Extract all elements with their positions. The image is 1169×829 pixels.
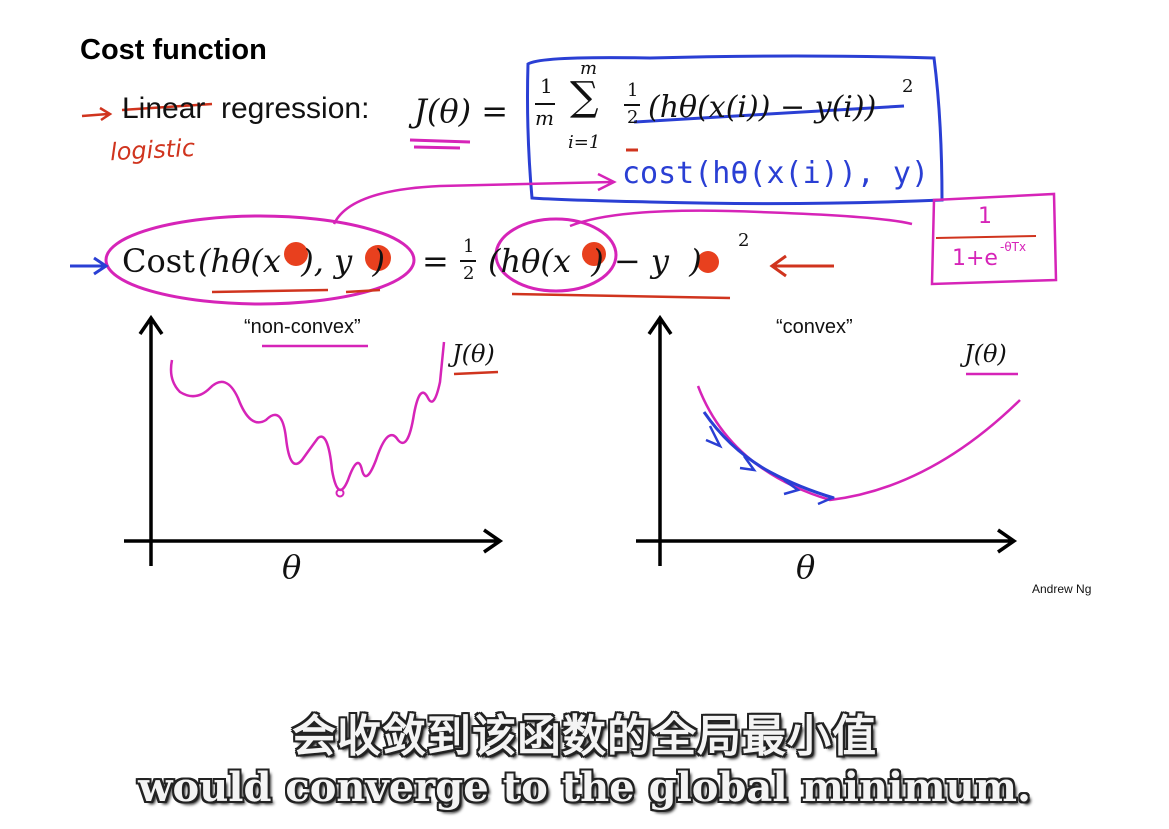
h-ellipse	[494, 217, 618, 293]
cost-equals: =	[422, 242, 449, 280]
frac-1: 1	[540, 74, 553, 98]
cost-half-den: 2	[463, 263, 475, 284]
sum-bottom: i=1	[568, 132, 601, 153]
scribble-4	[697, 251, 719, 273]
sum-top: m	[580, 58, 598, 79]
nonconvex-min-dot	[335, 488, 345, 498]
right-x-axis	[636, 528, 1018, 554]
frac-bar-m	[535, 103, 555, 105]
right-theta-label: θ	[796, 548, 816, 586]
sigmoid-den: 1+e	[952, 246, 998, 271]
cost-half-num: 1	[463, 236, 475, 257]
left-plot-axes	[124, 314, 504, 566]
rhs-underline	[511, 292, 731, 300]
scribble-2	[365, 245, 391, 271]
right-plot-axes	[636, 314, 1018, 566]
cost-square: 2	[738, 230, 750, 251]
struck-term: (hθ(x(i)) − y(i))	[648, 90, 877, 125]
cost-lhs-ellipse	[104, 214, 416, 306]
regression-word: regression:	[221, 92, 370, 125]
subtitle-chinese: 会收敛到该函数的全局最小值	[292, 711, 877, 762]
subtitle-english: would converge to the global minimum.	[138, 764, 1031, 811]
left-y-axis	[138, 314, 164, 566]
right-j-label: J(θ)	[964, 340, 1007, 368]
cost-word: Cost	[122, 242, 196, 280]
logistic-handwritten: logistic	[109, 133, 196, 167]
left-x-axis	[124, 528, 504, 554]
sigmoid-num: 1	[978, 204, 992, 229]
half-den: 2	[627, 107, 639, 128]
slide-title: Cost function	[80, 34, 267, 66]
cost-handwritten: cost(hθ(x(i)), y)	[622, 156, 930, 191]
cost-rhs: (hθ(x ) − y )	[488, 242, 702, 280]
half-bar	[624, 104, 640, 106]
sigmoid-exp: -θTx	[1000, 240, 1027, 254]
frac-m: m	[535, 106, 554, 130]
nonconvex-label: “non-convex”	[244, 316, 361, 338]
nonconvex-curve	[169, 341, 446, 492]
right-y-axis	[647, 314, 673, 566]
scribble-1	[284, 242, 308, 266]
red-arrow-icon	[81, 106, 113, 122]
square-exponent: 2	[902, 76, 914, 97]
cost-args: (hθ(x ), y )	[198, 242, 385, 280]
convex-curve	[696, 385, 1021, 502]
linear-word: Linear	[122, 92, 206, 125]
cost-half-bar	[460, 260, 476, 262]
h-underline	[211, 288, 329, 294]
scribble-3	[582, 242, 606, 266]
j-underline	[409, 138, 471, 150]
struck-term-line	[633, 104, 905, 124]
convex-label: “convex”	[776, 316, 853, 338]
gradient-descent-path	[702, 411, 835, 500]
rhs-curve	[569, 209, 913, 228]
author-credit: Andrew Ng	[1032, 582, 1092, 596]
j-theta-lhs: J(θ) =	[414, 92, 509, 130]
y-underline	[345, 288, 381, 294]
blue-arrow-icon	[70, 256, 109, 276]
half-num: 1	[627, 80, 639, 101]
left-theta-label: θ	[282, 548, 302, 586]
sigmoid-fraction-bar	[935, 235, 1037, 239]
linear-strike	[121, 102, 213, 112]
descent-arrows	[705, 425, 836, 506]
red-left-arrow-icon	[769, 254, 834, 278]
sum-sigma: ∑	[570, 74, 599, 120]
sigmoid-box	[930, 192, 1058, 286]
left-j-underline	[453, 370, 499, 376]
pink-arrow-to-cost	[332, 172, 617, 225]
left-j-label: J(θ)	[452, 340, 495, 368]
